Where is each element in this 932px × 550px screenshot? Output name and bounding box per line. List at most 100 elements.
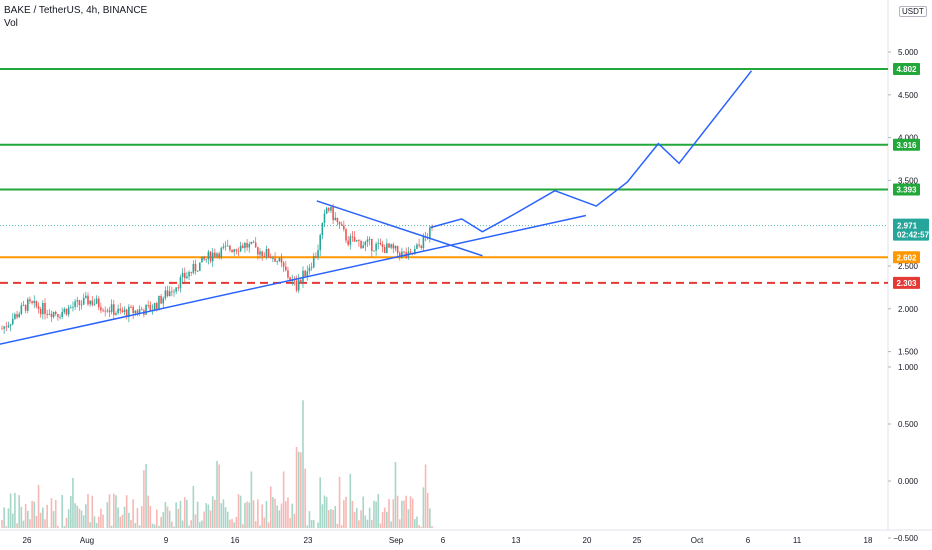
- volume-bar: [18, 495, 20, 528]
- candle-body: [199, 262, 201, 271]
- candle-body: [323, 213, 326, 223]
- volume-bar: [362, 496, 364, 528]
- candle-body: [297, 279, 300, 291]
- candle-body: [211, 252, 214, 262]
- volume-bar: [257, 499, 259, 528]
- candle-body: [138, 309, 141, 313]
- volume-bar: [42, 507, 44, 528]
- candle-body: [46, 313, 48, 315]
- price-level-badge: [893, 251, 920, 264]
- volume-bar: [143, 470, 145, 528]
- volume-bar: [57, 525, 59, 528]
- volume-bar: [222, 499, 225, 528]
- candle-body: [394, 245, 397, 249]
- candle-body: [145, 305, 147, 315]
- candle-body: [267, 248, 270, 258]
- volume-bar: [338, 476, 341, 528]
- candle-body: [183, 272, 186, 279]
- volume-bar: [5, 526, 8, 528]
- volume-bar: [151, 523, 154, 528]
- time-axis[interactable]: 26 Aug 9 16 23 Sep 6 13 20 25 Oct 6 11 18: [23, 536, 873, 545]
- price-tick-label: 3.500: [898, 176, 919, 185]
- volume-bar: [416, 516, 418, 528]
- volume-bar: [317, 522, 319, 528]
- volume-bar: [102, 514, 104, 528]
- price-axis[interactable]: 5.000 4.500 4.000 3.500 2.500 2.000 1.500 1.000…: [888, 48, 919, 543]
- price-level-badge: [893, 276, 920, 289]
- candle-body: [128, 306, 130, 318]
- volume-bar: [9, 493, 12, 528]
- candle-body: [110, 304, 113, 312]
- time-tick-label: 6: [441, 536, 446, 545]
- candle-body: [368, 238, 371, 240]
- candle-body: [52, 311, 55, 318]
- currency-label[interactable]: USDT: [899, 6, 927, 17]
- candle-body: [244, 242, 246, 249]
- candle-body: [130, 306, 132, 308]
- symbol-title[interactable]: BAKE / TetherUS, 4h, BINANCE: [4, 5, 148, 16]
- volume-bar: [211, 496, 214, 528]
- volume-bar: [82, 515, 85, 528]
- volume-bar: [263, 517, 266, 528]
- candle-body: [100, 307, 102, 311]
- candle-body: [383, 247, 386, 253]
- volume-bar: [295, 446, 298, 528]
- volume-bar: [289, 518, 291, 528]
- volume-bar: [392, 499, 395, 528]
- time-tick-label: 6: [746, 536, 751, 545]
- candle-body: [362, 245, 364, 249]
- price-tick-label: 1.500: [898, 348, 919, 357]
- volume-bar: [325, 497, 328, 528]
- volume-bar: [377, 493, 380, 528]
- volume-bar: [160, 516, 162, 528]
- volume-indicator-label[interactable]: Vol: [4, 18, 18, 29]
- price-tick-label: 0.500: [898, 420, 919, 429]
- volume-bar: [345, 496, 347, 528]
- volume-bar: [226, 511, 229, 528]
- volume-bar: [46, 504, 48, 528]
- candle-body: [295, 280, 298, 291]
- volume-bar: [16, 523, 18, 528]
- candle-body: [233, 249, 235, 252]
- volume-bar: [398, 519, 401, 528]
- volume-bar: [218, 464, 220, 528]
- candle-body: [9, 324, 12, 326]
- volume-bar: [269, 486, 272, 528]
- candle-body: [190, 272, 192, 273]
- volume-bar: [246, 501, 248, 528]
- volume-bar: [138, 525, 141, 528]
- price-tick-label: 4.000: [898, 134, 919, 143]
- volume-bar: [63, 526, 66, 528]
- projection-path: [430, 70, 753, 233]
- volume-bar: [175, 502, 177, 528]
- candle-body: [181, 272, 184, 278]
- volume-bar: [254, 521, 257, 528]
- volume-bar: [33, 501, 36, 528]
- volume-bar: [80, 510, 83, 528]
- volume-bar: [153, 524, 156, 528]
- candle-body: [403, 251, 405, 253]
- volume-bar: [97, 516, 100, 528]
- volume-bar: [78, 508, 81, 528]
- volume-bar: [164, 501, 167, 528]
- volume-bar: [259, 525, 261, 528]
- candle-body: [392, 244, 395, 249]
- volume-bar: [113, 493, 115, 528]
- volume-bar: [252, 500, 255, 528]
- time-tick-label: 16: [231, 536, 240, 545]
- candle-body: [153, 302, 156, 310]
- volume-bar: [403, 500, 405, 528]
- volume-bar: [3, 507, 5, 528]
- candle-body: [173, 291, 175, 293]
- candle-body: [330, 206, 332, 211]
- candle-body: [33, 300, 36, 304]
- candle-body: [177, 287, 180, 289]
- candle-body: [317, 250, 319, 258]
- candle-body: [91, 300, 94, 305]
- volume-bar: [420, 526, 423, 528]
- candle-body: [65, 308, 68, 315]
- candle-body: [3, 326, 5, 329]
- candle-body: [319, 234, 321, 251]
